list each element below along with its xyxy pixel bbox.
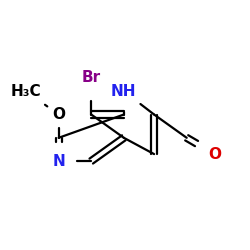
Text: O: O: [52, 107, 65, 122]
Text: NH: NH: [111, 84, 136, 99]
Text: N: N: [52, 154, 65, 168]
Text: H₃C: H₃C: [11, 84, 41, 99]
Text: O: O: [208, 146, 221, 162]
Text: Br: Br: [82, 70, 101, 85]
